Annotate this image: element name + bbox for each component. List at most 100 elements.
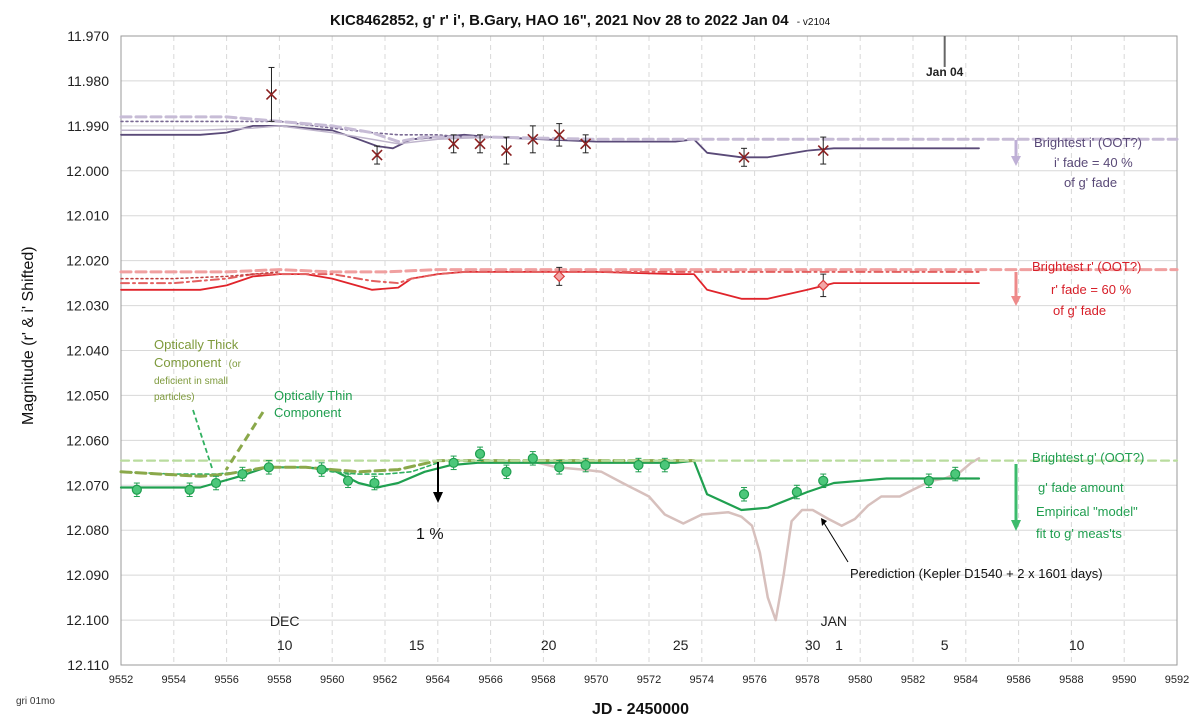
- thick-label-3: deficient in small: [154, 376, 228, 387]
- series-i_dotted: [120, 120, 465, 138]
- x-tick-label: 9570: [584, 674, 608, 686]
- x-tick-label: 9556: [214, 674, 238, 686]
- series-i_dashed: [119, 115, 1179, 144]
- series-r_meas: [553, 266, 830, 298]
- x-tick-label: 9554: [162, 674, 186, 686]
- date-label: DEC: [270, 613, 300, 629]
- circle-marker: [633, 459, 644, 471]
- data-point-i_meas: [527, 125, 539, 154]
- x-tick-label: 9568: [531, 674, 555, 686]
- i-fade-label-2: of g' fade: [1064, 175, 1117, 190]
- y-tick-label: 11.990: [67, 118, 109, 134]
- circle-marker: [474, 448, 486, 459]
- data-point-i_meas: [448, 134, 460, 154]
- diamond-marker: [553, 270, 566, 283]
- thin-pointer-dashed: [192, 409, 213, 469]
- series-r_dashdot: [120, 270, 980, 285]
- data-point-i_meas: [500, 136, 513, 165]
- series-r_dotted: [120, 271, 281, 280]
- circle-marker: [791, 486, 802, 498]
- data-point-r_meas: [553, 266, 566, 286]
- g-fade-label: g' fade amount: [1038, 480, 1124, 495]
- y-tick-label: 12.090: [66, 567, 109, 583]
- i-brightest-label: Brightest i' (OOT?): [1034, 135, 1142, 150]
- x-marker: [817, 145, 829, 157]
- thick-label-4: particles): [154, 392, 195, 403]
- circle-marker: [659, 459, 670, 471]
- y-tick-label: 12.050: [66, 387, 109, 403]
- date-label: 10: [277, 637, 293, 653]
- one-percent-arrow: [433, 462, 443, 503]
- data-point-g_meas: [131, 482, 142, 498]
- chart-title: KIC8462852, g' r' i', B.Gary, HAO 16", 2…: [330, 12, 831, 29]
- prediction-label: Perediction (Kepler D1540 + 2 x 1601 day…: [850, 566, 1103, 581]
- x-marker: [580, 138, 592, 150]
- one-percent-label: 1 %: [416, 526, 444, 543]
- data-point-i_meas: [474, 134, 486, 154]
- r-fade-label-2: of g' fade: [1053, 303, 1106, 318]
- data-point-g_meas: [342, 473, 354, 489]
- data-point-i_meas: [265, 66, 278, 122]
- circle-marker: [210, 477, 222, 489]
- x-tick-label: 9552: [109, 674, 133, 686]
- circle-marker: [131, 484, 142, 495]
- data-point-g_meas: [738, 487, 750, 502]
- circle-marker: [369, 477, 380, 489]
- x-tick-label: 9590: [1112, 674, 1136, 686]
- data-point-g_meas: [791, 484, 802, 500]
- x-tick-label: 9566: [478, 674, 502, 686]
- data-point-g_meas: [184, 482, 195, 498]
- x-marker: [265, 88, 278, 100]
- prediction-pointer-head: [821, 518, 827, 526]
- data-point-g_meas: [237, 466, 248, 482]
- circle-marker: [738, 489, 750, 500]
- circle-marker: [950, 468, 961, 480]
- data-point-r_meas: [817, 273, 830, 298]
- date-label: 5: [941, 637, 949, 653]
- x-tick-label: 9564: [426, 674, 450, 686]
- y-tick-labels: 11.970 11.980 11.990 12.000 12.010 12.020 12.0…: [66, 28, 109, 673]
- thick-label-1: Optically Thick: [154, 337, 239, 352]
- data-point-i_meas: [817, 136, 829, 165]
- date-label: 15: [409, 637, 425, 653]
- x-marker: [500, 145, 513, 157]
- series-r_dashed: [119, 268, 1179, 274]
- y-tick-label: 12.040: [66, 343, 109, 359]
- g-fade-arrow: [1011, 464, 1021, 531]
- circle-marker: [554, 462, 565, 473]
- chart-title-main: KIC8462852, g' r' i', B.Gary, HAO 16", 2…: [330, 12, 789, 29]
- data-point-g_meas: [369, 475, 380, 491]
- data-point-i_meas: [371, 145, 383, 165]
- i-fade-label-1: i' fade = 40 %: [1054, 155, 1133, 170]
- y-tick-label: 11.980: [67, 73, 109, 89]
- data-point-g_meas: [580, 457, 591, 473]
- y-tick-label: 12.020: [66, 253, 109, 269]
- circle-marker: [580, 459, 591, 471]
- circle-marker: [342, 475, 354, 486]
- y-tick-label: 12.030: [66, 298, 109, 314]
- data-point-g_meas: [316, 462, 327, 477]
- x-tick-label: 9574: [690, 674, 714, 686]
- x-axis-label: JD - 2450000: [592, 701, 689, 718]
- jan04-marker-label: Jan 04: [926, 65, 964, 79]
- data-point-g_meas: [263, 460, 274, 475]
- data-point-g_meas: [210, 475, 222, 491]
- data-point-i_meas: [738, 147, 750, 167]
- circle-marker: [184, 484, 195, 495]
- r-fade-label-1: r' fade = 60 %: [1051, 282, 1132, 297]
- data-point-g_meas: [527, 451, 538, 466]
- circle-marker: [527, 453, 538, 464]
- data-point-g_meas: [659, 457, 670, 473]
- circle-marker: [923, 475, 934, 486]
- data-point-g_meas: [950, 466, 961, 482]
- data-point-g_meas: [633, 457, 644, 473]
- circle-marker: [237, 468, 248, 480]
- x-marker: [371, 149, 383, 161]
- date-label: 30: [805, 637, 821, 653]
- diamond-marker: [817, 279, 830, 292]
- thick-label-2b: (or: [229, 359, 242, 370]
- r-brightest-label: Brightest r' (OOT?): [1032, 259, 1141, 274]
